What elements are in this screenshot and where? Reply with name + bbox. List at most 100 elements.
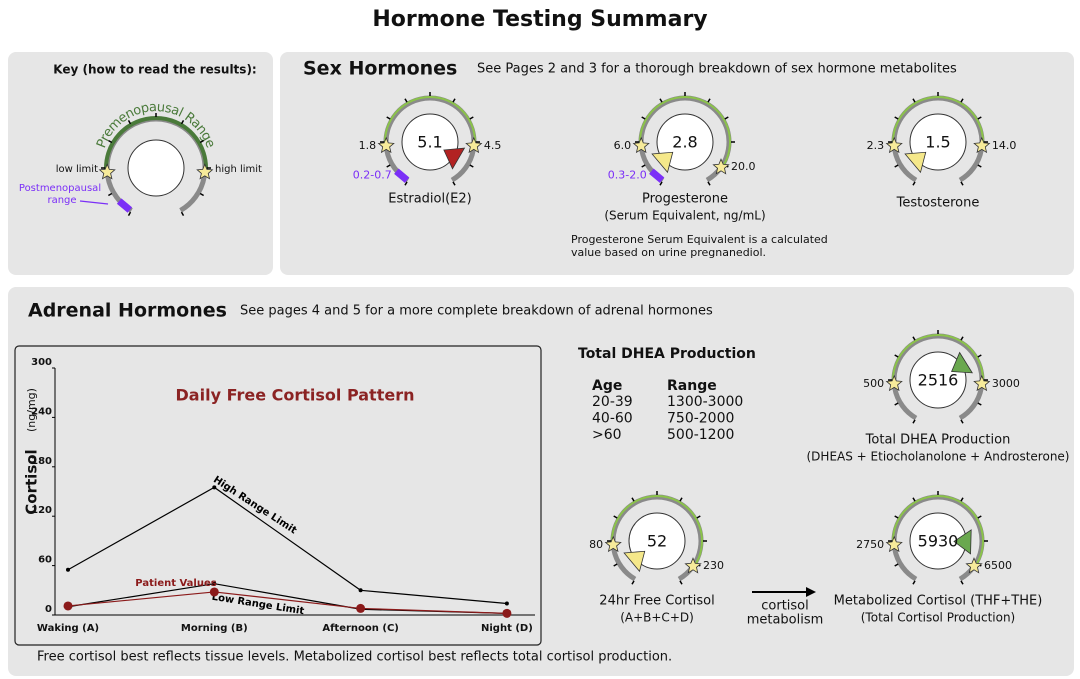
gauge-tick: [180, 119, 185, 125]
limit-label: 80: [589, 538, 603, 551]
key-high-label: high limit: [215, 164, 262, 175]
post-range-mark: [116, 198, 133, 213]
gauge-range-arc: [611, 495, 703, 568]
key-low-label: low limit: [56, 164, 98, 175]
data-point: [63, 601, 73, 611]
result-value: 2516: [918, 371, 959, 390]
limit-star: [98, 163, 116, 180]
limit-star: [196, 163, 214, 180]
gauge-tick: [894, 164, 899, 168]
gauge-tick: [894, 116, 899, 120]
limit-label: 2.3: [867, 139, 885, 152]
gauge-tick: [960, 336, 964, 341]
gauge-name: Total DHEA Production: [865, 433, 1011, 448]
gauge-tick: [912, 497, 916, 502]
gauge-tick: [199, 192, 205, 197]
gauge-tick: [960, 181, 964, 186]
table-cell: 500-1200: [667, 427, 734, 443]
y-tick-label: 60: [38, 555, 52, 566]
gauge-arc: [891, 333, 985, 421]
result-value: 5930: [918, 532, 959, 551]
section-subtitle: See Pages 2 and 3 for a thorough breakdo…: [477, 62, 957, 77]
limit-star: [712, 158, 730, 175]
y-tick-label: 120: [31, 505, 52, 516]
table-cell: 1300-3000: [667, 394, 743, 410]
gauge-name: Testosterone: [896, 196, 980, 211]
gauge-tick: [679, 580, 683, 585]
x-tick-label: Waking (A): [37, 623, 99, 634]
data-point: [504, 601, 509, 606]
post-range-label: 0.2-0.7: [353, 169, 392, 182]
limit-label: 230: [703, 559, 724, 572]
gauge-subtitle: (Total Cortisol Production): [861, 611, 1015, 625]
table-cell: 40-60: [592, 411, 633, 427]
result-marker: [904, 151, 927, 174]
y-axis-unit: (ng/mg): [25, 388, 38, 432]
data-point: [358, 588, 363, 593]
gauge-tick: [977, 164, 982, 168]
gauge-face: [909, 351, 967, 409]
limit-star: [377, 136, 395, 154]
limit-label: 14.0: [992, 139, 1017, 152]
limit-label: 6.0: [614, 139, 632, 152]
limit-star: [632, 136, 650, 154]
series-label: Patient Values: [135, 578, 216, 589]
gauge-range-arc: [104, 116, 208, 173]
gauge-tick: [127, 211, 132, 217]
table-header: Age: [592, 378, 622, 394]
table-cell: 750-2000: [667, 411, 734, 427]
series-line: [67, 486, 507, 605]
data-point: [66, 567, 70, 572]
result-marker: [443, 147, 466, 170]
data-point: [356, 603, 366, 613]
limit-star: [604, 535, 622, 553]
result-value: 5.1: [417, 133, 442, 152]
chart-frame: [14, 345, 542, 646]
data-point: [212, 581, 217, 586]
gauge-tick: [180, 211, 185, 217]
table-title: Total DHEA Production: [578, 346, 756, 362]
gauge-tick: [659, 98, 663, 103]
x-tick-label: Morning (B): [181, 623, 248, 634]
key-post-label: Postmenopausal: [19, 183, 101, 194]
y-tick-label: 240: [31, 406, 52, 417]
gauge-tick: [613, 563, 618, 567]
gauge-tick: [386, 164, 391, 168]
gauge-tick: [724, 116, 729, 120]
limit-label: 6500: [984, 559, 1012, 572]
limit-star: [973, 374, 991, 392]
gauge-tick: [894, 515, 899, 519]
y-tick-label: 0: [45, 604, 52, 615]
gauge-tick: [912, 419, 916, 424]
gauge-tick: [469, 116, 474, 120]
gauge-range-arc: [892, 334, 984, 385]
result-value: 2.8: [672, 133, 697, 152]
gauge-face: [127, 139, 185, 197]
section-subtitle: See pages 4 and 5 for a more complete br…: [240, 304, 713, 319]
key-title: Key (how to read the results):: [53, 63, 256, 77]
table-cell: >60: [592, 427, 622, 443]
arrow-head: [806, 587, 816, 597]
x-tick-label: Night (D): [481, 623, 533, 634]
gauge-arc: [610, 494, 704, 582]
limit-label: 1.8: [359, 139, 377, 152]
key-post-arrow: [79, 200, 109, 205]
gauge-tick: [912, 98, 916, 103]
gauge-tick: [894, 563, 899, 567]
limit-label: 3000: [992, 377, 1020, 390]
gauge-tick: [452, 98, 456, 103]
note: value based on urine pregnanediol.: [571, 246, 766, 259]
gauge-tick: [641, 164, 646, 168]
post-range-label: 0.3-2.0: [608, 169, 647, 182]
y-tick-label: 300: [31, 357, 52, 368]
gauge-tick: [641, 116, 646, 120]
series-line: [67, 591, 507, 614]
gauge-name: 24hr Free Cortisol: [599, 594, 714, 609]
result-marker: [651, 151, 674, 174]
footer: Free cortisol best reflects tissue level…: [37, 650, 672, 665]
gauge-tick: [107, 139, 113, 144]
gauge-name: Progesterone: [642, 192, 728, 207]
result-marker: [623, 550, 646, 573]
gauge-face: [401, 113, 459, 171]
section-title: Sex Hormones: [303, 58, 457, 80]
